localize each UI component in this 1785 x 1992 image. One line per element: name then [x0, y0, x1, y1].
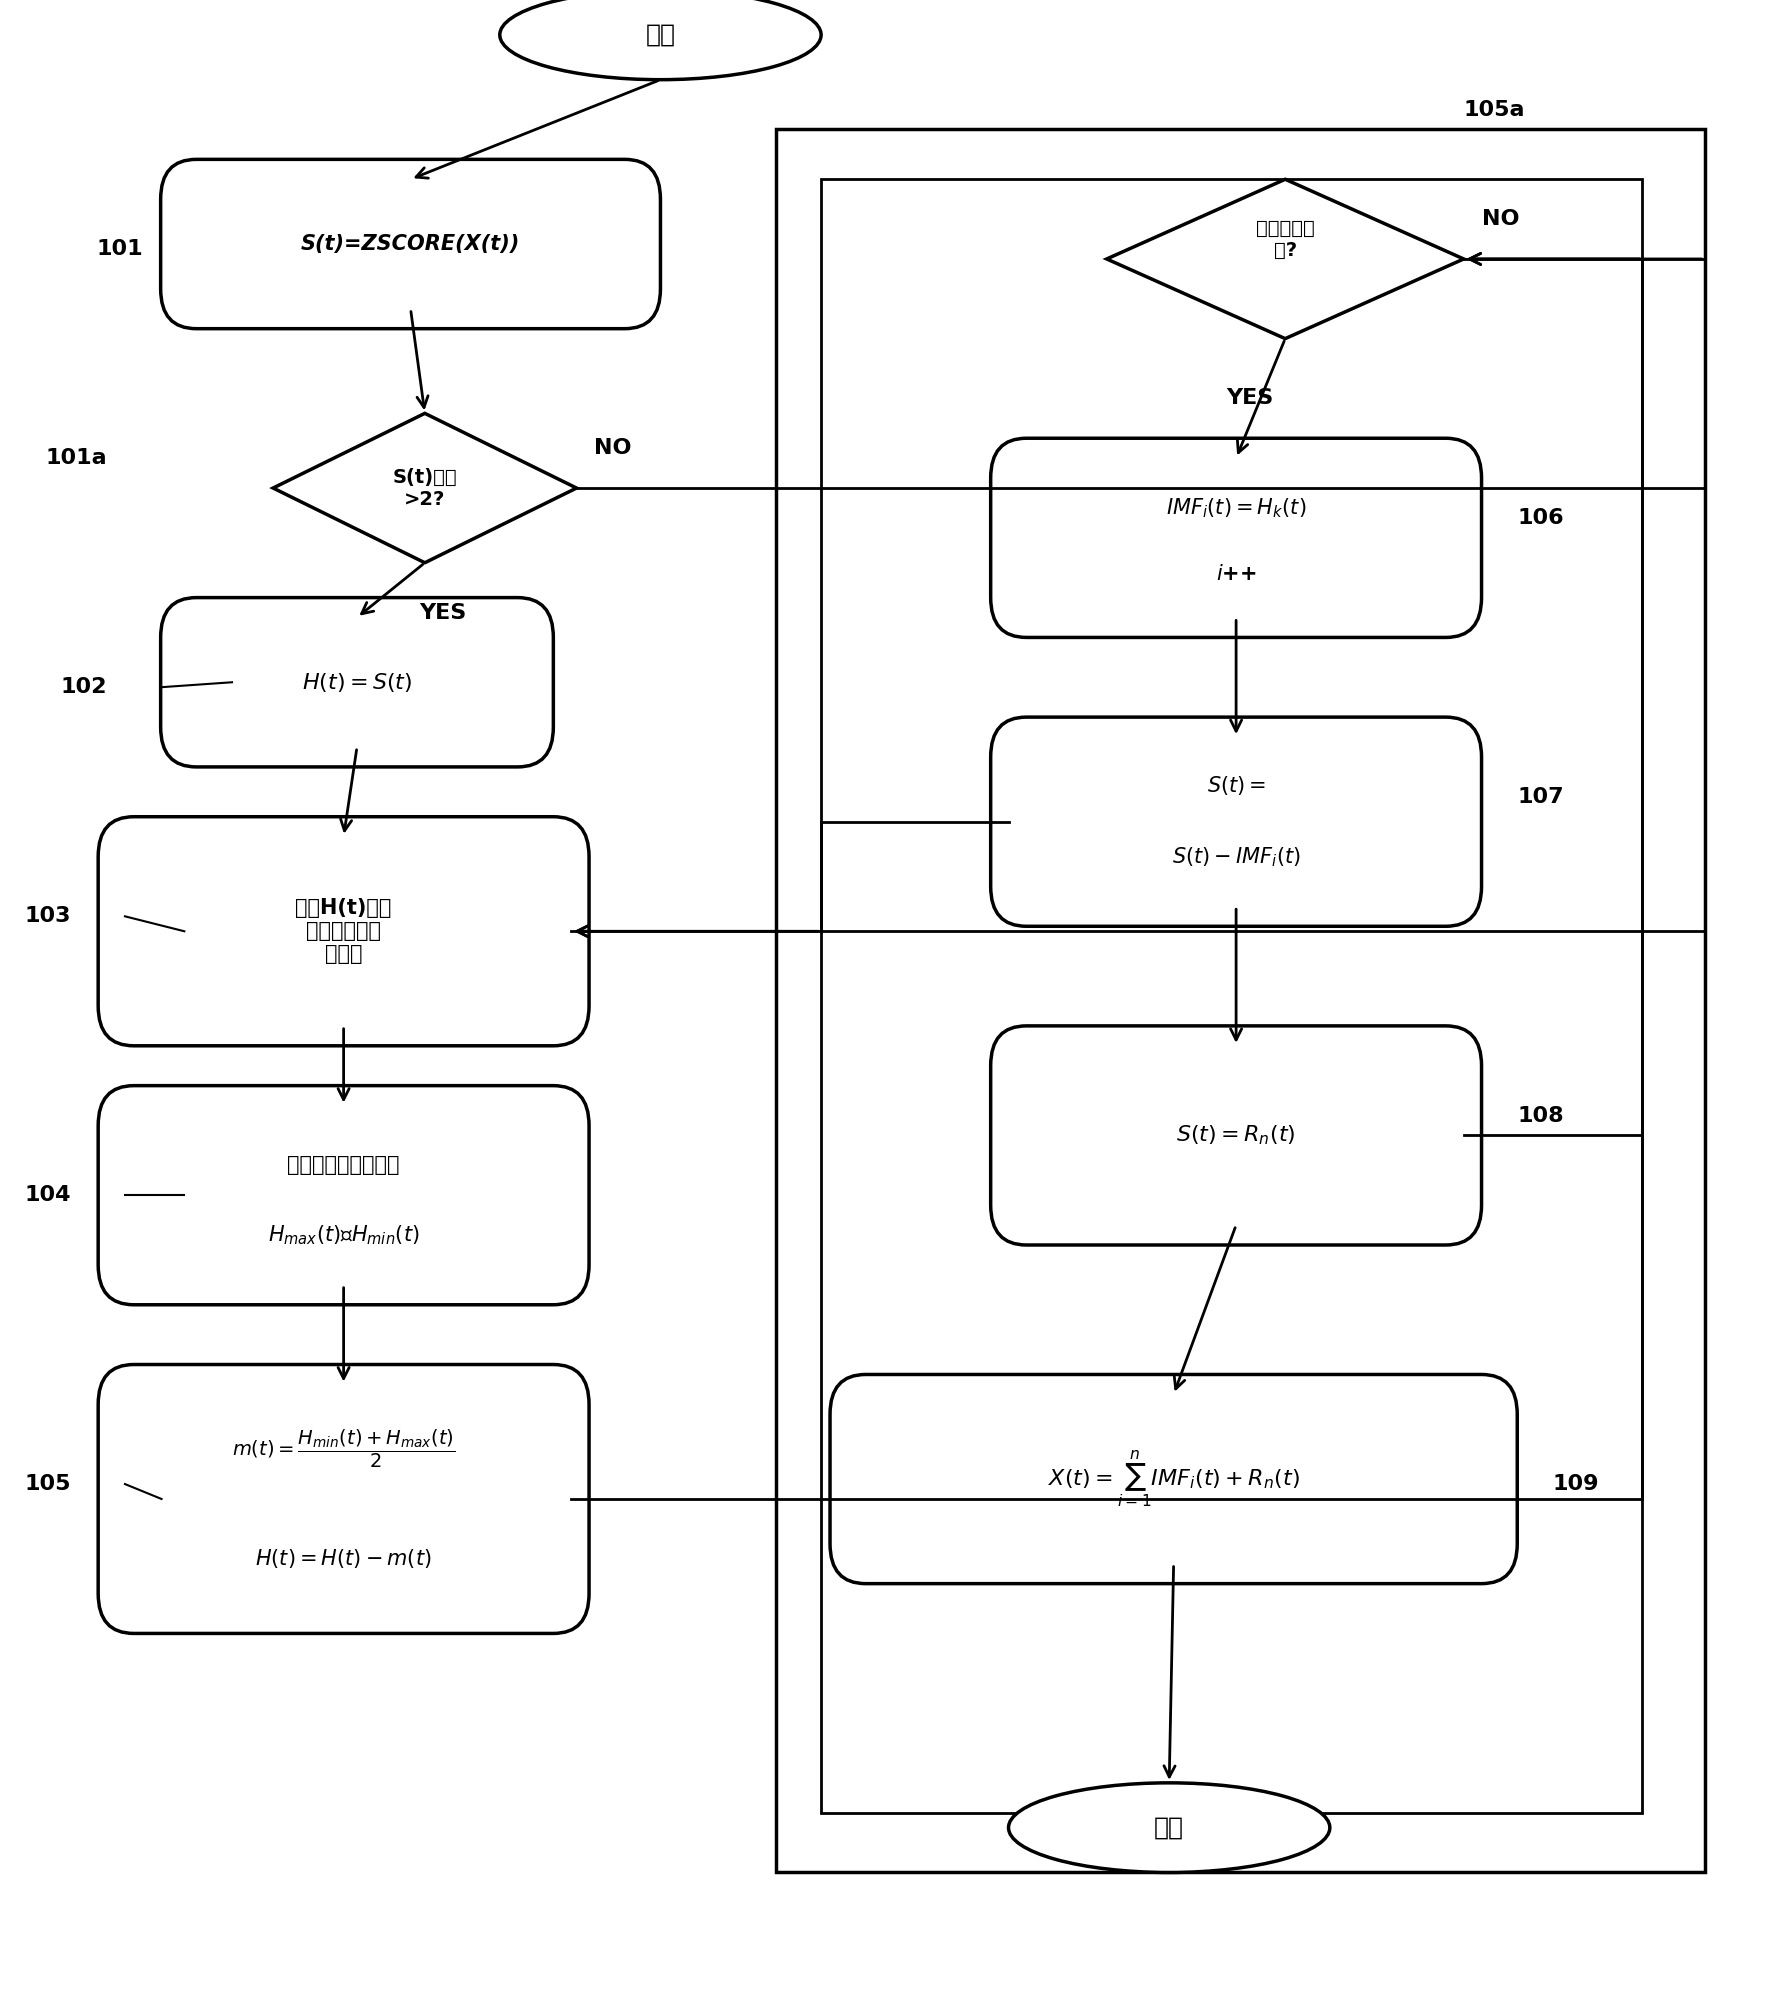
Ellipse shape: [500, 0, 821, 80]
Text: 满足判定条
件?: 满足判定条 件?: [1257, 219, 1314, 259]
Text: YES: YES: [1226, 388, 1273, 408]
Text: $S(t)-IMF_i(t)$: $S(t)-IMF_i(t)$: [1171, 847, 1301, 869]
Text: 找出H(t)的局
部极大值和极
小值点: 找出H(t)的局 部极大值和极 小值点: [296, 898, 391, 964]
Text: S(t)极值
>2?: S(t)极值 >2?: [393, 468, 457, 508]
Text: 结束: 结束: [1155, 1815, 1183, 1841]
Text: 105: 105: [25, 1474, 71, 1494]
Text: 102: 102: [61, 677, 107, 697]
Text: 108: 108: [1517, 1106, 1564, 1125]
Polygon shape: [273, 414, 577, 562]
Text: NO: NO: [594, 438, 632, 458]
Text: 109: 109: [1553, 1474, 1599, 1494]
Text: 101: 101: [96, 239, 143, 259]
Ellipse shape: [1009, 1783, 1330, 1872]
Text: $H(t)=S(t)$: $H(t)=S(t)$: [302, 671, 412, 693]
Text: YES: YES: [419, 602, 466, 623]
Text: $m(t)=\dfrac{H_{min}(t)+H_{max}(t)}{2}$: $m(t)=\dfrac{H_{min}(t)+H_{max}(t)}{2}$: [232, 1428, 455, 1470]
Polygon shape: [1107, 179, 1464, 339]
Text: 101a: 101a: [45, 448, 107, 468]
Text: 插值形成上下包络线: 插值形成上下包络线: [287, 1155, 400, 1175]
Text: 107: 107: [1517, 787, 1564, 807]
Text: 开始: 开始: [646, 22, 675, 48]
Text: $IMF_i(t)=H_k(t)$: $IMF_i(t)=H_k(t)$: [1166, 496, 1307, 520]
FancyBboxPatch shape: [991, 717, 1482, 926]
FancyBboxPatch shape: [991, 1026, 1482, 1245]
FancyBboxPatch shape: [830, 1374, 1517, 1584]
Text: S(t)=ZSCORE(X(t)): S(t)=ZSCORE(X(t)): [302, 233, 519, 255]
Text: 103: 103: [25, 906, 71, 926]
FancyBboxPatch shape: [991, 438, 1482, 637]
Text: $S(t)=R_n(t)$: $S(t)=R_n(t)$: [1176, 1123, 1296, 1147]
FancyBboxPatch shape: [98, 817, 589, 1046]
FancyBboxPatch shape: [98, 1365, 589, 1633]
Text: $H(t)=H(t)-m(t)$: $H(t)=H(t)-m(t)$: [255, 1548, 432, 1570]
Text: $X(t)=\sum_{i=1}^{n}IMF_i(t)+R_n(t)$: $X(t)=\sum_{i=1}^{n}IMF_i(t)+R_n(t)$: [1048, 1448, 1299, 1510]
Text: 106: 106: [1517, 508, 1564, 528]
Text: 105a: 105a: [1464, 100, 1524, 120]
Text: $i$++: $i$++: [1216, 564, 1257, 584]
Text: $H_{max}(t)$和$H_{min}(t)$: $H_{max}(t)$和$H_{min}(t)$: [268, 1223, 419, 1247]
FancyBboxPatch shape: [161, 159, 660, 329]
FancyBboxPatch shape: [98, 1086, 589, 1305]
Text: 104: 104: [25, 1185, 71, 1205]
FancyBboxPatch shape: [161, 598, 553, 767]
Text: $S(t)=$: $S(t)=$: [1207, 775, 1266, 797]
Text: NO: NO: [1482, 209, 1519, 229]
